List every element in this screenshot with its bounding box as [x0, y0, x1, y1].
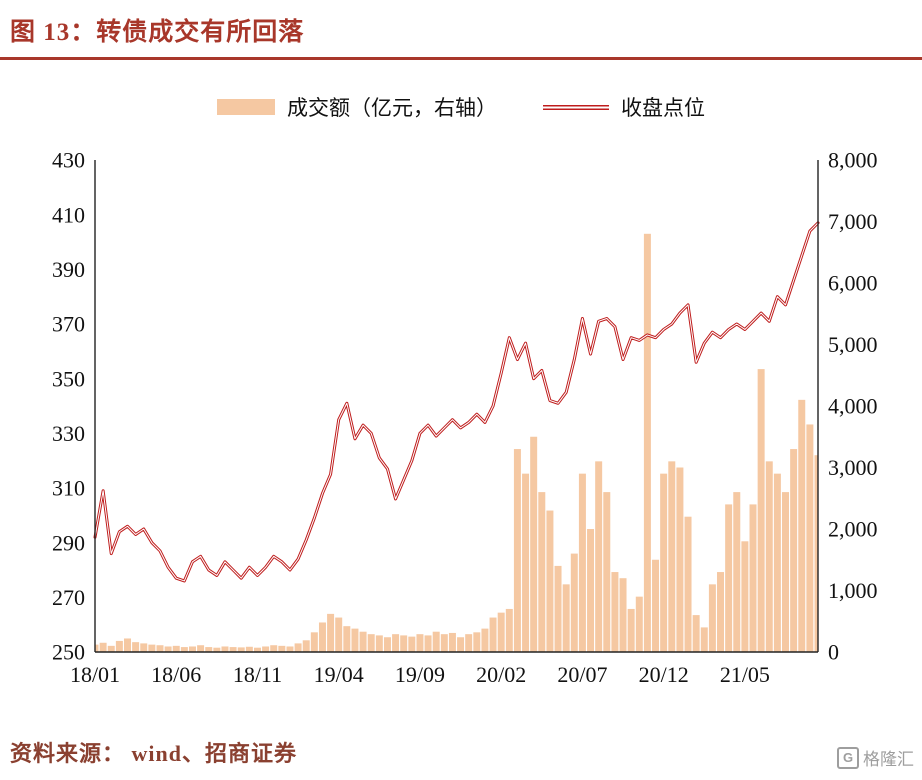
legend-label-volume: 成交额（亿元，右轴）	[287, 96, 497, 120]
y-right-tick-labels: 0 1,000 2,000 3,000 4,000 5,000 6,000 7,000 8,00…	[828, 148, 878, 665]
svg-text:20/07: 20/07	[557, 662, 607, 687]
bar-series	[95, 233, 818, 652]
chart-legend: 成交额（亿元，右轴） 收盘点位	[0, 92, 922, 122]
watermark-text: 格隆汇	[863, 750, 914, 769]
svg-text:4,000: 4,000	[828, 394, 878, 419]
bar-swatch-icon	[217, 99, 275, 115]
axis-spines	[94, 160, 819, 653]
y-left-tick-labels: 250 270 290 310 330 350 370 390 410 430	[52, 148, 85, 665]
svg-text:0: 0	[828, 640, 839, 665]
svg-text:7,000: 7,000	[828, 209, 878, 234]
source-note: 资料来源： wind、招商证券	[10, 741, 297, 766]
watermark-logo: G 格隆汇	[837, 745, 914, 770]
svg-text:370: 370	[52, 312, 85, 337]
svg-text:290: 290	[52, 530, 85, 555]
svg-text:8,000: 8,000	[828, 148, 878, 173]
svg-text:18/11: 18/11	[233, 662, 282, 687]
x-tick-labels: 18/01 18/06 18/11 19/04 19/09 20/02 20/07 20/12…	[70, 662, 770, 687]
svg-text:20/02: 20/02	[476, 662, 526, 687]
svg-text:350: 350	[52, 366, 85, 391]
svg-text:21/05: 21/05	[720, 662, 770, 687]
svg-text:1,000: 1,000	[828, 578, 878, 603]
svg-text:20/12: 20/12	[639, 662, 689, 687]
svg-text:410: 410	[52, 202, 85, 227]
gelonghui-logo-icon: G	[837, 746, 859, 769]
svg-text:430: 430	[52, 148, 85, 173]
svg-text:18/01: 18/01	[70, 662, 120, 687]
svg-text:250: 250	[52, 640, 85, 665]
title-underline	[0, 57, 922, 60]
svg-text:3,000: 3,000	[828, 455, 878, 480]
svg-text:5,000: 5,000	[828, 332, 878, 357]
line-swatch-icon	[543, 104, 609, 110]
svg-text:19/09: 19/09	[395, 662, 445, 687]
svg-text:330: 330	[52, 421, 85, 446]
svg-text:310: 310	[52, 476, 85, 501]
chart-canvas: 250 270 290 310 330 350 370 390 410 430 0 1,000 2,00…	[52, 148, 878, 687]
combo-chart: 250 270 290 310 330 350 370 390 410 430 0 1,000 2,00…	[0, 130, 922, 695]
svg-text:390: 390	[52, 257, 85, 282]
svg-text:19/04: 19/04	[314, 662, 364, 687]
svg-text:270: 270	[52, 585, 85, 610]
line-series	[93, 221, 820, 583]
figure-title: 图 13：转债成交有所回落	[10, 19, 305, 46]
svg-text:18/06: 18/06	[151, 662, 201, 687]
svg-text:6,000: 6,000	[828, 271, 878, 296]
legend-item-volume: 成交额（亿元，右轴）	[217, 92, 497, 122]
svg-text:2,000: 2,000	[828, 517, 878, 542]
legend-label-close: 收盘点位	[621, 96, 705, 120]
legend-item-close: 收盘点位	[543, 92, 705, 122]
